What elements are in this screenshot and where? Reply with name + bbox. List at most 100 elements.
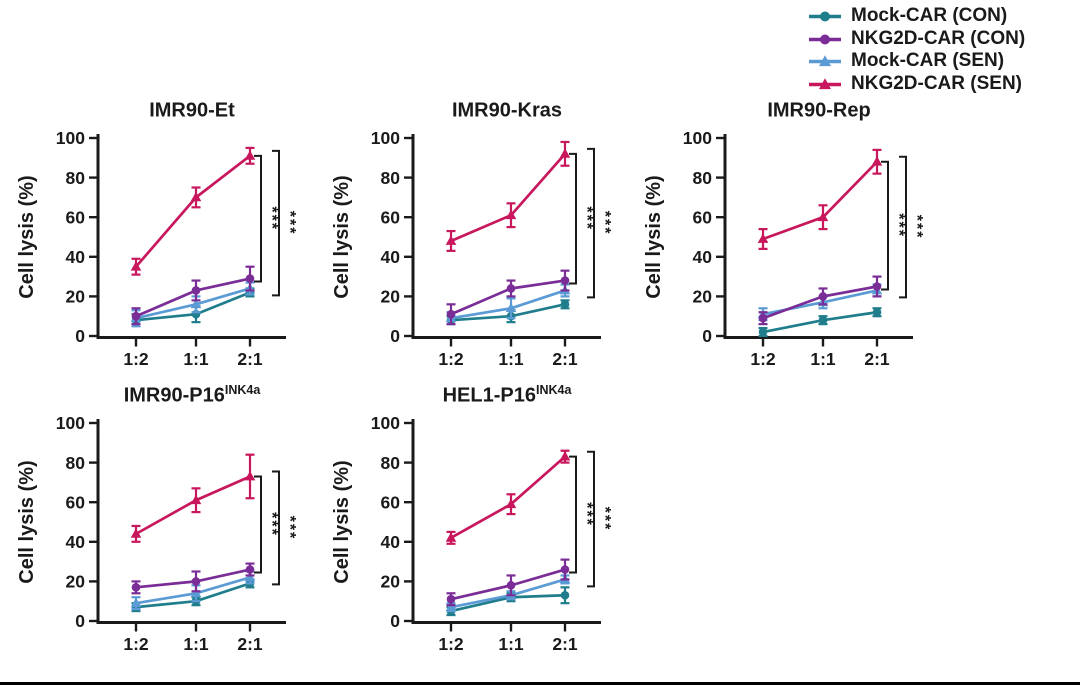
significance-label: *** [281, 516, 298, 541]
svg-text:20: 20 [66, 572, 86, 592]
significance-brackets: *** *** [569, 147, 613, 299]
svg-text:80: 80 [381, 168, 401, 188]
svg-text:100: 100 [371, 128, 400, 148]
line-plot: 0 20 40 60 80 100 1:2 1:1 2:1 Cell lysis (%) *** **… [16, 128, 298, 369]
svg-text:2:1: 2:1 [552, 634, 578, 654]
legend-item: Mock-CAR (SEN) [806, 50, 1025, 73]
axes [96, 419, 286, 624]
chart-title-text: IMR90-Rep [767, 99, 871, 122]
line-plot: 0 20 40 60 80 100 1:2 1:1 2:1 Cell lysis (%) *** **… [331, 128, 613, 369]
significance-label: *** [578, 502, 595, 527]
chart-hel1-p16ink4a: HEL1-P16INK4a 0 20 40 60 80 100 1:2 1:1 2:1 Cell … [331, 381, 643, 671]
x-axis-ticks: 1:2 1:1 2:1 [123, 339, 263, 369]
chart-legend: Mock-CAR (CON) NKG2D-CAR (CON) Mock-CAR … [806, 5, 1025, 95]
series-nkg2d-car-sen- [130, 146, 256, 276]
significance-brackets: *** *** [881, 155, 925, 299]
svg-text:1:1: 1:1 [498, 634, 524, 654]
significance-label: *** [890, 213, 907, 238]
x-axis-ticks: 1:2 1:1 2:1 [438, 624, 578, 654]
svg-text:20: 20 [693, 287, 713, 307]
significance-label: *** [281, 211, 298, 236]
svg-text:60: 60 [66, 492, 86, 512]
series-nkg2d-car-con- [446, 269, 570, 326]
svg-text:1:2: 1:2 [123, 349, 149, 369]
svg-text:60: 60 [381, 492, 401, 512]
significance-brackets: *** *** [254, 470, 298, 586]
svg-text:40: 40 [381, 247, 401, 267]
svg-text:20: 20 [66, 287, 86, 307]
svg-text:40: 40 [66, 532, 86, 552]
svg-text:100: 100 [683, 128, 712, 148]
svg-text:80: 80 [66, 168, 86, 188]
series-nkg2d-car-con- [758, 275, 882, 326]
legend-item-label: NKG2D-CAR (CON) [851, 27, 1026, 49]
chart-title-superscript: INK4a [224, 383, 261, 397]
chart-title-superscript: INK4a [535, 383, 572, 397]
svg-text:80: 80 [381, 453, 401, 473]
significance-label: *** [578, 206, 595, 231]
mock-car-con-marker-icon [809, 11, 841, 22]
chart-title-text: IMR90-P16 [123, 384, 225, 407]
y-axis-title: Cell lysis (%) [16, 175, 38, 298]
axes [411, 134, 601, 339]
svg-text:2:1: 2:1 [237, 349, 263, 369]
legend-item: Mock-CAR (CON) [806, 5, 1025, 28]
svg-text:1:2: 1:2 [438, 349, 464, 369]
significance-label: *** [263, 512, 280, 537]
chart-imr90-rep: IMR90-Rep 0 20 40 60 80 100 1:2 1:1 2:1 Cell lysi… [643, 96, 955, 386]
line-plot: 0 20 40 60 80 100 1:2 1:1 2:1 Cell lysis (%) *** **… [643, 128, 925, 369]
chart-title: IMR90-P16INK4a [22, 383, 362, 408]
chart-title: IMR90-Rep [649, 98, 989, 123]
y-axis-ticks: 0 20 40 60 80 100 [56, 128, 98, 346]
svg-text:0: 0 [75, 611, 85, 631]
chart-title: IMR90-Kras [337, 98, 677, 123]
legend-item-label: NKG2D-CAR (SEN) [851, 72, 1022, 94]
axes [723, 134, 913, 339]
svg-text:1:1: 1:1 [183, 349, 209, 369]
svg-text:1:1: 1:1 [810, 349, 836, 369]
chart-imr90-et: IMR90-Et 0 20 40 60 80 100 1:2 1:1 2:1 Cell lysis… [16, 96, 328, 386]
svg-text:100: 100 [56, 413, 85, 433]
line-plot: 0 20 40 60 80 100 1:2 1:1 2:1 Cell lysis (%) *** **… [331, 413, 613, 654]
svg-text:1:1: 1:1 [498, 349, 524, 369]
nkg2d-car-sen-marker-icon [809, 78, 841, 89]
series-nkg2d-car-con- [446, 558, 570, 607]
mock-car-sen-marker-icon [809, 55, 841, 67]
svg-text:20: 20 [381, 572, 401, 592]
significance-brackets: *** *** [569, 450, 613, 588]
svg-text:80: 80 [693, 168, 713, 188]
chart-title-text: IMR90-Et [149, 99, 235, 122]
x-axis-ticks: 1:2 1:1 2:1 [438, 339, 578, 369]
legend-item-label: Mock-CAR (CON) [851, 5, 1008, 27]
svg-text:2:1: 2:1 [552, 349, 578, 369]
svg-text:60: 60 [381, 207, 401, 227]
svg-text:0: 0 [75, 326, 85, 346]
axes [96, 134, 286, 339]
bottom-border-line [0, 682, 1080, 685]
y-axis-ticks: 0 20 40 60 80 100 [56, 413, 98, 631]
svg-text:60: 60 [693, 207, 713, 227]
svg-text:1:2: 1:2 [123, 634, 149, 654]
chart-title-text: HEL1-P16 [442, 384, 536, 407]
svg-text:100: 100 [56, 128, 85, 148]
chart-title: IMR90-Et [22, 98, 362, 123]
svg-text:80: 80 [66, 453, 86, 473]
x-axis-ticks: 1:2 1:1 2:1 [123, 624, 263, 654]
series-nkg2d-car-sen- [445, 140, 571, 252]
y-axis-ticks: 0 20 40 60 80 100 [371, 413, 413, 631]
svg-text:0: 0 [390, 611, 400, 631]
x-axis-ticks: 1:2 1:1 2:1 [750, 339, 890, 369]
chart-imr90-kras: IMR90-Kras 0 20 40 60 80 100 1:2 1:1 2:1 Cell lys… [331, 96, 643, 386]
svg-text:100: 100 [371, 413, 400, 433]
significance-label: *** [596, 507, 613, 532]
legend-item-label: Mock-CAR (SEN) [851, 50, 1005, 72]
y-axis-ticks: 0 20 40 60 80 100 [371, 128, 413, 346]
y-axis-title: Cell lysis (%) [331, 460, 353, 583]
y-axis-title: Cell lysis (%) [331, 175, 353, 298]
y-axis-ticks: 0 20 40 60 80 100 [683, 128, 725, 346]
y-axis-title: Cell lysis (%) [16, 460, 38, 583]
chart-title: HEL1-P16INK4a [337, 383, 677, 408]
svg-text:1:2: 1:2 [438, 634, 464, 654]
chart-title-text: IMR90-Kras [451, 99, 563, 122]
